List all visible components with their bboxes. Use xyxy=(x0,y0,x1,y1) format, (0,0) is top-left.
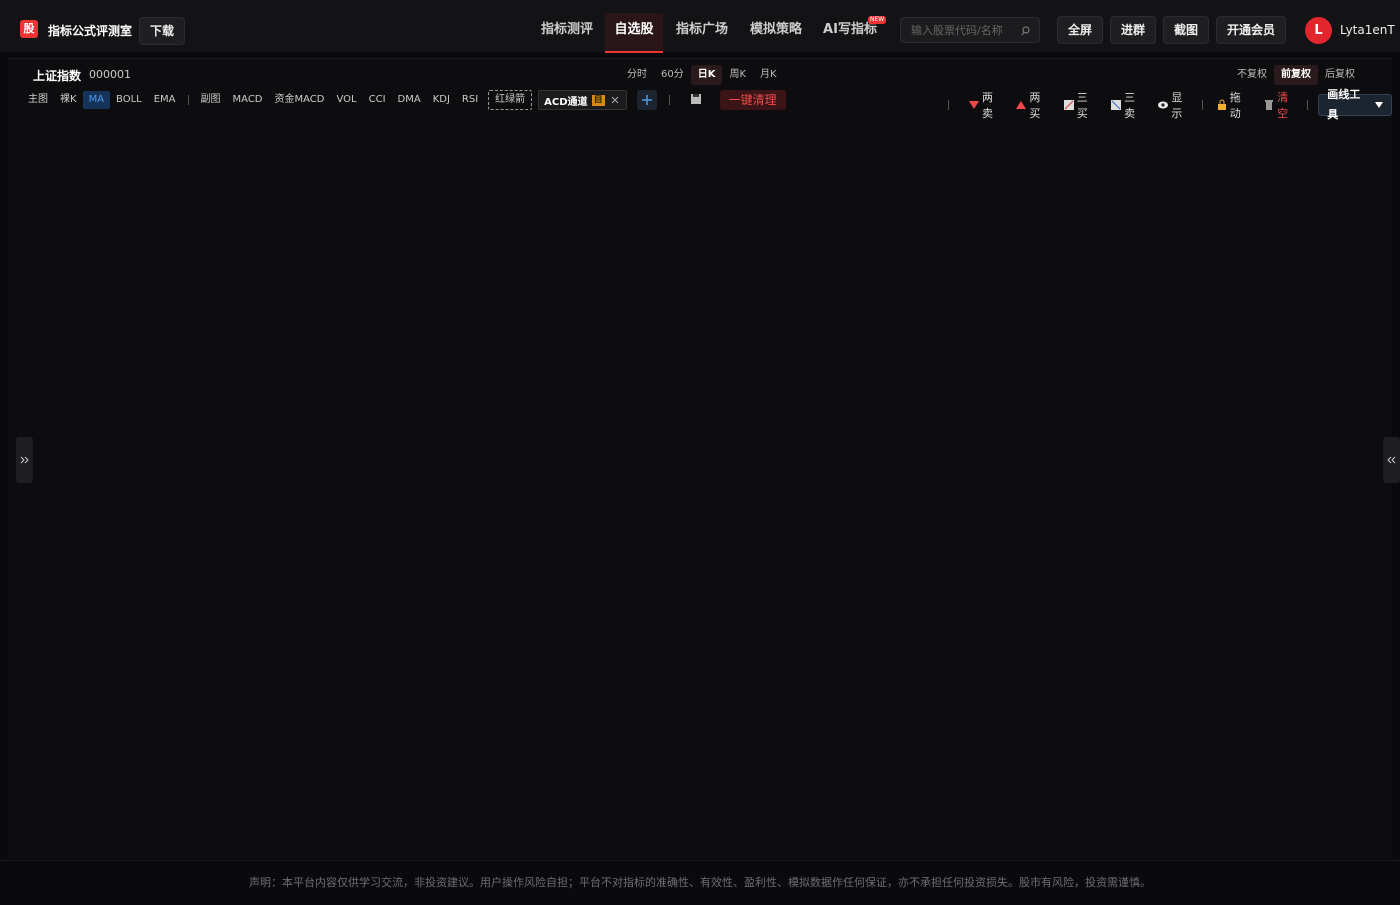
logo[interactable]: 股 xyxy=(20,20,38,38)
plus-icon xyxy=(641,95,652,105)
sub-indicator[interactable]: 资金MACD xyxy=(274,94,325,105)
header-button[interactable]: 全屏 xyxy=(1057,16,1103,44)
separator xyxy=(948,100,949,110)
tool-label: 两卖 xyxy=(981,91,993,120)
period-tab[interactable]: 日K xyxy=(690,65,723,85)
footer: 声明：本平台内容仅供学习交流，非投资建议。用户操作风险自担；平台不对指标的准确性… xyxy=(0,860,1400,901)
sub-indicator[interactable]: VOL xyxy=(336,94,357,105)
draw-tool[interactable]: 显示 xyxy=(1157,89,1191,121)
adjust-tabs: 不复权 前复权 后复权 xyxy=(1230,65,1362,85)
main-indicator[interactable]: 裸K xyxy=(60,94,77,105)
header-button[interactable]: 截图 xyxy=(1163,16,1209,44)
nav-item[interactable]: 自选股 xyxy=(605,13,663,53)
adjust-tab[interactable]: 不复权 xyxy=(1237,69,1267,80)
draw-tools-button[interactable]: 画线工具 xyxy=(1318,88,1392,121)
tool-icon xyxy=(1158,101,1169,109)
close-icon xyxy=(611,96,618,104)
main-indicator[interactable]: BOLL xyxy=(116,94,142,105)
main-indicator[interactable]: MA xyxy=(82,91,111,109)
collapse-right-icon xyxy=(1387,456,1396,464)
separator xyxy=(1307,100,1309,110)
draw-tool[interactable]: 三卖 xyxy=(1110,89,1144,121)
draw-tool[interactable]: 两卖 xyxy=(968,89,1002,121)
nav-item[interactable]: 模拟策略 xyxy=(749,22,802,37)
period-tab[interactable]: 周K xyxy=(729,69,747,80)
separator xyxy=(1201,100,1203,110)
draw-tool[interactable]: 两买 xyxy=(1015,89,1049,121)
period-tabs: 分时 60分 日K 周K 月K xyxy=(620,65,784,85)
sub-indicator[interactable]: DMA xyxy=(397,94,421,105)
app-name[interactable]: 指标公式评测室 xyxy=(48,24,133,38)
main-indicator[interactable]: EMA xyxy=(153,94,176,105)
symbol-code: 000001 xyxy=(89,68,131,81)
username[interactable]: Lyta1enT xyxy=(1340,23,1395,37)
sub-indicator[interactable]: 红绿箭 xyxy=(488,90,533,110)
sub-indicator[interactable]: CCI xyxy=(368,94,386,105)
tool-label: 拖动 xyxy=(1229,91,1241,120)
separator xyxy=(187,95,189,105)
active-indicator-chip[interactable]: ACD通道自 xyxy=(538,90,627,110)
period-tab[interactable]: 分时 xyxy=(627,69,647,80)
avatar[interactable]: L xyxy=(1305,17,1332,44)
collapse-left-icon xyxy=(20,456,29,464)
adjust-tab[interactable]: 前复权 xyxy=(1274,65,1318,85)
new-badge: NEW xyxy=(868,16,887,24)
search-icon xyxy=(1021,26,1030,36)
tool-icon xyxy=(968,101,979,109)
draw-tool[interactable]: 清空 xyxy=(1263,89,1297,121)
draw-tool[interactable]: 拖动 xyxy=(1216,89,1250,121)
tool-label: 显示 xyxy=(1171,91,1183,120)
draw-tools-label: 画线工具 xyxy=(1327,88,1361,121)
sub-indicator[interactable]: RSI xyxy=(461,94,479,105)
search-placeholder: 输入股票代码/名称 xyxy=(911,24,1003,37)
separator xyxy=(668,95,670,105)
sub-indicator[interactable]: 副图 xyxy=(200,94,221,105)
save-icon xyxy=(690,93,701,104)
search-box[interactable]: 输入股票代码/名称 xyxy=(900,17,1040,43)
nav-item[interactable]: 指标测评 xyxy=(540,22,593,37)
tool-icon xyxy=(1265,100,1273,110)
symbol-name: 上证指数 xyxy=(33,69,82,83)
tool-label: 三卖 xyxy=(1124,91,1136,120)
chip-tag: 自 xyxy=(591,94,605,106)
tool-label: 三买 xyxy=(1076,91,1088,120)
header-button[interactable]: 开通会员 xyxy=(1216,16,1286,44)
tool-icon xyxy=(1063,100,1074,110)
tool-icon xyxy=(1217,99,1226,110)
save-button[interactable] xyxy=(690,93,702,108)
draw-toolbar: 两卖 两买 三买 三卖 显示 拖动 清空 画线工具 xyxy=(942,88,1392,121)
indicator-bar: 主图 裸K MA BOLL EMA 副图 MACD 资金MACD VOL CCI DMA KDJ RSI… xyxy=(22,90,786,110)
disclaimer: 声明：本平台内容仅供学习交流，非投资建议。用户操作风险自担；平台不对指标的准确性… xyxy=(249,876,1151,889)
tool-label: 两买 xyxy=(1029,91,1041,120)
draw-tool[interactable]: 三买 xyxy=(1063,89,1097,121)
sub-indicator[interactable]: KDJ xyxy=(432,94,450,105)
nav-item[interactable]: 指标广场 xyxy=(675,22,728,37)
header-button[interactable]: 进群 xyxy=(1110,16,1156,44)
period-tab[interactable]: 60分 xyxy=(661,69,684,80)
clear-button[interactable]: 一键清理 xyxy=(719,90,786,110)
add-button[interactable] xyxy=(636,90,657,110)
caret-icon xyxy=(1374,102,1383,108)
collapse-right[interactable] xyxy=(1383,437,1400,483)
tool-icon xyxy=(1111,100,1121,110)
sub-indicator[interactable]: MACD xyxy=(232,94,263,105)
collapse-left[interactable] xyxy=(16,437,33,483)
tool-icon xyxy=(1016,101,1027,109)
chart-panel: 上证指数 000001 分时 60分 日K 周K 月K 不复权 前复权 后复权 主图 裸K MA… xyxy=(8,58,1392,859)
header: 股 指标公式评测室 下载 指标测评 自选股 指标广场 模拟策略 AI写指标 NE… xyxy=(0,0,1400,53)
nav-item[interactable]: AI写指标 xyxy=(823,22,877,37)
tool-label: 清空 xyxy=(1277,91,1289,120)
chip-label: ACD通道 xyxy=(544,96,588,108)
adjust-tab[interactable]: 后复权 xyxy=(1325,69,1355,80)
main-indicator[interactable]: 主图 xyxy=(28,94,48,105)
period-tab[interactable]: 月K xyxy=(760,69,777,80)
download-button[interactable]: 下载 xyxy=(139,17,185,45)
